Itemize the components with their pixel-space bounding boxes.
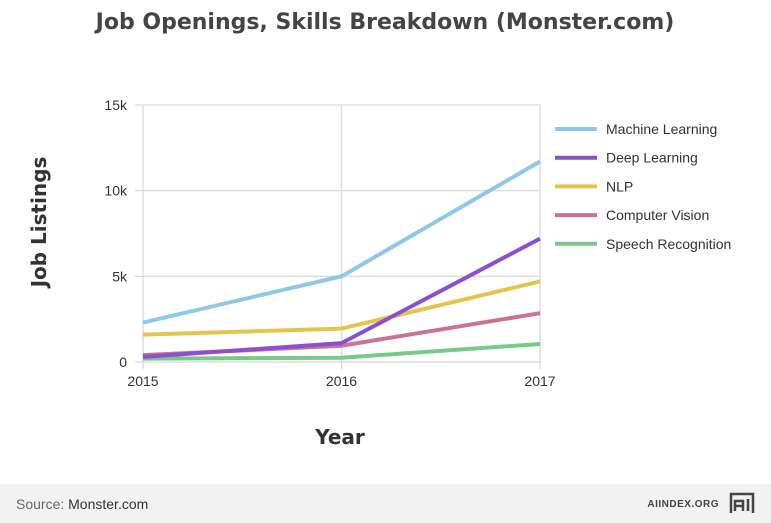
footer-bar: Source: Monster.com AIINDEX.ORG <box>0 484 771 523</box>
series-line <box>142 236 541 359</box>
series-lines <box>142 159 542 361</box>
line-chart: Job Openings, Skills Breakdown (Monster.… <box>27 10 731 449</box>
source-note: Source: Monster.com <box>16 496 148 512</box>
x-axis-ticks: 2015 2016 2017 <box>127 362 556 389</box>
x-axis-title: Year <box>314 425 365 449</box>
source-link[interactable]: Monster.com <box>68 496 149 512</box>
x-tick-label: 2016 <box>326 373 357 389</box>
x-tick-label: 2017 <box>524 373 555 389</box>
series-line <box>142 159 542 325</box>
y-tick-label: 10k <box>104 183 128 199</box>
source-label: Source: <box>16 496 69 512</box>
ai-index-logo-icon <box>729 492 755 513</box>
series-line <box>142 342 541 361</box>
y-tick-label: 5k <box>112 268 128 284</box>
series-line <box>142 279 541 337</box>
legend-label: Deep Learning <box>606 150 698 166</box>
legend-label: Machine Learning <box>606 121 717 137</box>
legend-label: NLP <box>606 178 633 194</box>
x-tick-label: 2015 <box>127 373 158 389</box>
y-axis-title: Job Listings <box>27 157 51 290</box>
chart-title: Job Openings, Skills Breakdown (Monster.… <box>94 10 675 35</box>
y-axis-ticks: 0 5k 10k 15k <box>104 97 143 370</box>
y-tick-label: 0 <box>119 354 127 370</box>
y-tick-label: 15k <box>104 97 128 113</box>
brand-name: AIINDEX.ORG <box>647 499 719 510</box>
legend: Machine Learning Deep Learning NLP Computer… <box>555 121 731 252</box>
legend-label: Computer Vision <box>606 207 709 223</box>
legend-label: Speech Recognition <box>606 236 731 252</box>
